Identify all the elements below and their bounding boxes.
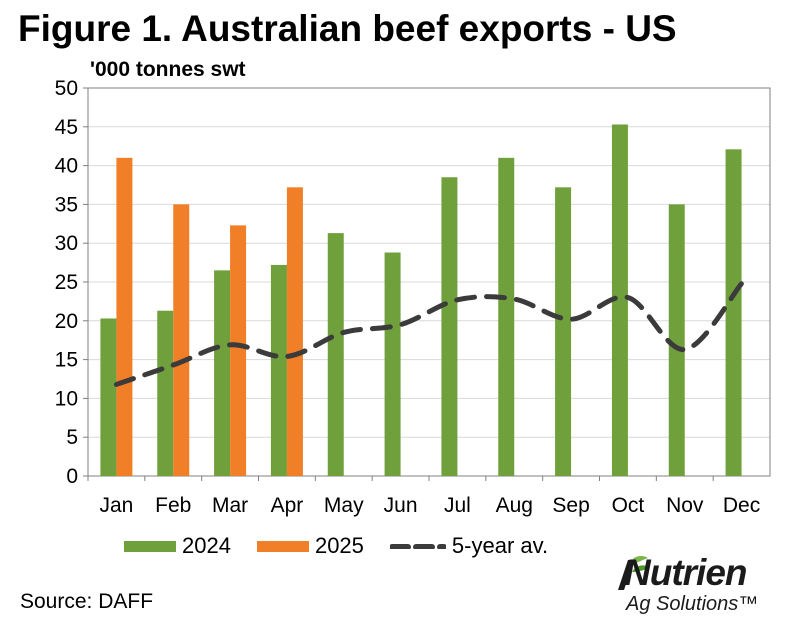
y-tick-label: 25 [55,271,78,294]
bar-2024-Apr [270,264,287,476]
x-tick-label: May [324,494,364,517]
x-tick-label: Sep [552,494,589,517]
legend-swatch-2025 [256,540,309,552]
legend-item-5yr: 5-year av. [389,533,549,559]
bar-2024-Feb [157,310,174,476]
x-tick-label: Apr [271,494,304,517]
bar-2024-Oct [611,124,628,477]
legend-label-2025: 2025 [314,533,364,558]
bar-2024-Nov [668,204,685,476]
x-tick-label: Jun [384,494,418,517]
legend: 2024 2025 5-year av. [124,532,574,560]
x-tick-label: Aug [496,494,533,517]
y-tick-label: 15 [55,349,78,372]
y-tick-label: 30 [55,232,78,255]
bar-2024-Aug [498,157,515,476]
y-tick-label: 40 [55,155,78,178]
chart: 0 5 10 15 20 25 30 35 40 45 50 Jan Feb Mar Apr May Jun Ju… [55,77,771,517]
x-tick-label: Feb [155,494,191,517]
bar-2025-Feb [173,204,190,476]
nutrien-logo: Nutrien Ag Solutions™ [612,552,792,622]
x-tick-label: Nov [666,494,704,517]
bar-2025-Mar [230,225,247,476]
y-tick-label: 50 [55,77,78,100]
legend-item-2025: 2025 [256,533,364,559]
y-tick-label: 10 [55,387,78,410]
bar-2024-Jul [441,177,458,477]
logo-name: Nutrien [624,552,747,593]
bar-2025-Jan [116,157,133,476]
y-tick-label: 5 [66,426,78,449]
logo-subtitle: Ag Solutions™ [626,593,759,615]
bar-2024-Mar [214,270,231,476]
y-tick-label: 20 [55,310,78,333]
bar-2024-Dec [725,149,742,476]
y-axis-label: '000 tonnes swt [90,58,246,81]
chart-title: Figure 1. Australian beef exports - US [18,8,677,49]
x-tick-label: Mar [212,494,248,517]
leaf-icon [618,556,650,590]
bar-2024-Jun [384,252,401,476]
x-tick-label: Oct [612,494,645,517]
y-tick-label: 0 [66,465,78,488]
y-tick-label: 45 [55,116,78,139]
bar-2025-Apr [286,187,303,476]
legend-label-5yr: 5-year av. [451,533,549,558]
legend-swatch-2024 [124,540,176,552]
y-tick-label: 35 [55,193,78,216]
legend-item-2024: 2024 [124,533,231,559]
source-note: Source: DAFF [20,590,154,613]
legend-swatch-5yr [389,544,446,549]
legend-label-2024: 2024 [182,533,231,558]
x-tick-label: Jan [99,494,133,517]
bar-2024-May [327,233,344,476]
bar-2024-Sep [555,187,572,476]
bar-2024-Jan [100,318,117,476]
x-tick-label: Dec [723,494,760,517]
x-tick-label: Jul [444,494,471,517]
line-5-year-average [113,281,745,387]
